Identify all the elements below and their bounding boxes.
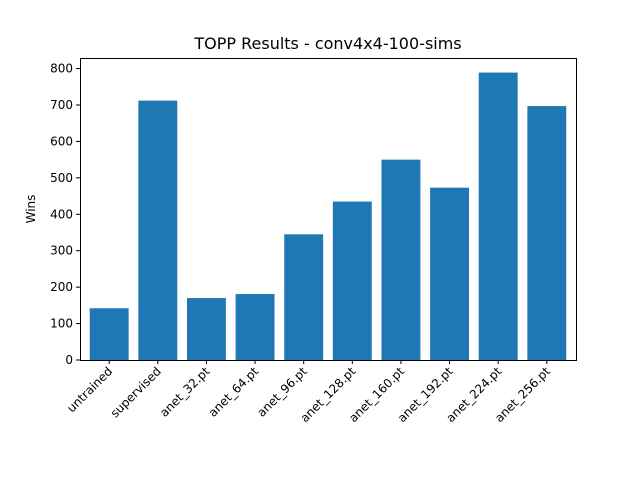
y-axis: 0 100 200 300 400 500 600 700 800: [50, 62, 80, 367]
y-axis-label: Wins: [24, 195, 38, 224]
y-tick-label: 300: [50, 244, 73, 258]
plot-frame: [80, 58, 577, 361]
y-tick-label: 500: [50, 171, 73, 185]
x-axis: untrainedsupervisedanet_32.ptanet_64.pta…: [64, 360, 553, 425]
bar-anet_192.pt: [430, 187, 470, 360]
x-tick-label: anet_32.pt: [157, 364, 213, 420]
x-tick-label: supervised: [108, 364, 164, 420]
bar-anet_160.pt: [381, 159, 421, 360]
y-tick-label: 100: [50, 317, 73, 331]
y-tick-label: 200: [50, 280, 73, 294]
y-tick-label: 600: [50, 134, 73, 148]
y-tick-label: 700: [50, 98, 73, 112]
bar-anet_96.pt: [284, 234, 324, 360]
bar-anet_32.pt: [186, 298, 226, 360]
bar-anet_64.pt: [235, 294, 275, 360]
bars-group: [89, 72, 567, 360]
y-tick-label: 0: [65, 353, 73, 367]
y-tick-label: 800: [50, 62, 73, 76]
x-tick-label: anet_64.pt: [206, 364, 262, 420]
bar-supervised: [138, 100, 178, 360]
bar-anet_224.pt: [478, 72, 518, 360]
bar-anet_128.pt: [332, 201, 372, 360]
chart-title: TOPP Results - conv4x4-100-sims: [193, 34, 461, 53]
bar-untrained: [89, 308, 129, 360]
x-tick-label: untrained: [64, 364, 115, 415]
bar-anet_256.pt: [527, 106, 567, 360]
y-tick-label: 400: [50, 207, 73, 221]
